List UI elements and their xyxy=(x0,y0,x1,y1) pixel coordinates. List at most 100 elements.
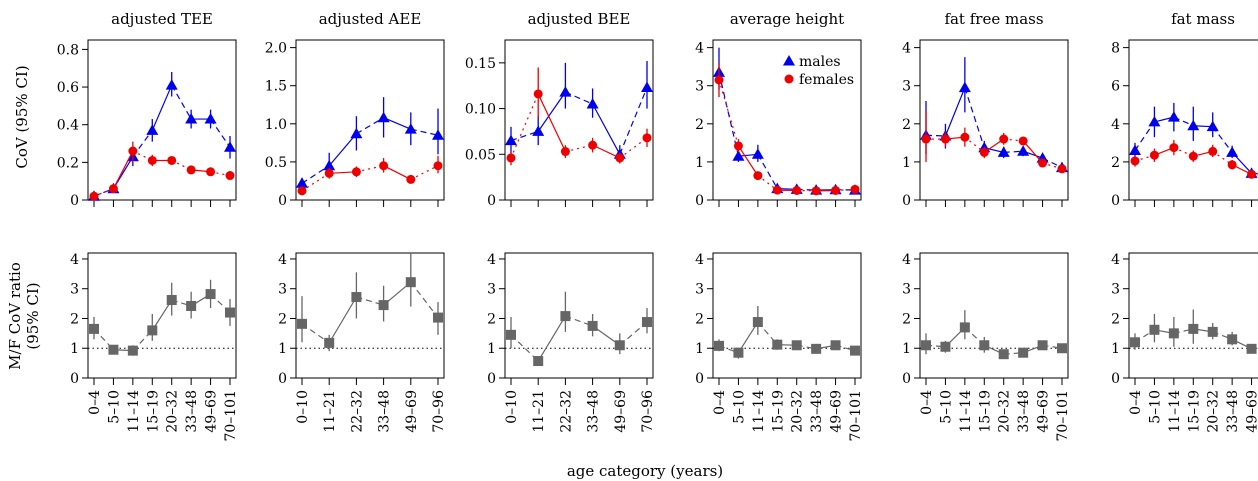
series-segment xyxy=(328,296,357,344)
data-point xyxy=(1169,143,1179,153)
data-point xyxy=(1227,160,1237,170)
series-females xyxy=(506,67,652,166)
data-point xyxy=(1188,323,1199,334)
x-tick-label: 11–14 xyxy=(751,390,767,433)
data-point xyxy=(89,323,99,334)
data-point xyxy=(324,168,334,178)
series-males xyxy=(1129,102,1258,178)
data-point xyxy=(979,147,989,157)
x-tick-label: 33–48 xyxy=(1016,390,1032,433)
series-females xyxy=(1130,140,1258,179)
y-tick-label: 0 xyxy=(1111,371,1120,387)
y-tick-label: 2 xyxy=(1111,155,1120,171)
data-point xyxy=(560,147,570,157)
series-segment xyxy=(328,133,357,167)
panel-frame xyxy=(295,39,445,201)
x-tick-label: 0–4 xyxy=(87,390,103,415)
data-point xyxy=(378,300,389,311)
x-tick-label: 15–19 xyxy=(977,390,993,433)
series-m-f-cov-ratio xyxy=(89,279,235,356)
y-tick-label: 0 xyxy=(695,193,704,209)
series-m-f-cov-ratio xyxy=(921,310,1067,360)
x-tick-label: 49–69 xyxy=(829,390,845,433)
data-point xyxy=(1247,169,1257,179)
y-tick-label: 4 xyxy=(1111,252,1120,268)
data-point xyxy=(433,312,443,323)
x-tick-label: 5–10 xyxy=(731,390,747,424)
data-point xyxy=(1149,150,1159,160)
data-point xyxy=(147,155,157,165)
y-tick-label: 4 xyxy=(1111,117,1120,133)
data-point xyxy=(921,340,931,351)
panel-bottom-5: 012340–45–1011–1415–1920–3233–4849–6970–… xyxy=(1111,252,1258,433)
x-tick-label: 33–48 xyxy=(1225,390,1241,433)
panel-top-0: 0 0.2 0.4 0.6 0.8 adjusted TEE xyxy=(57,10,237,209)
y-tick-label: 1 xyxy=(695,341,704,357)
series-females xyxy=(714,62,860,196)
data-point xyxy=(791,340,802,351)
x-tick-label: 20–32 xyxy=(997,390,1013,433)
y-tick-label: 0 xyxy=(1111,193,1120,209)
y-tick-label: 1 xyxy=(487,341,496,357)
series-segment xyxy=(1022,140,1044,164)
data-point xyxy=(1130,156,1140,166)
series-segment xyxy=(356,117,384,135)
legend: males females xyxy=(783,54,854,88)
data-point xyxy=(940,341,951,352)
data-point xyxy=(533,356,544,367)
y-tick-label: 3 xyxy=(902,282,911,298)
panels: 0 0.2 0.4 0.6 0.8 adjusted TEE 0 0.5 1.0 1.5 2.0 ad… xyxy=(57,10,1258,442)
panel-frame xyxy=(87,39,237,201)
data-point xyxy=(186,165,196,175)
panel-top-3: 0 1 2 3 4 average height males females xyxy=(695,10,862,209)
data-point xyxy=(406,174,416,184)
x-tick-label: 33–48 xyxy=(377,390,393,433)
y-tick-label: 1 xyxy=(695,155,704,171)
legend-marker-females xyxy=(784,74,794,84)
series-segment xyxy=(565,144,593,153)
panel-frame xyxy=(919,252,1069,379)
data-point xyxy=(324,337,335,348)
data-point xyxy=(732,150,745,161)
panel-bottom-2: 0 1 2 3 4 0–10 11–21 22–32 33–48 49–69 70–96 xyxy=(487,252,656,433)
y-tick-label: 0.10 xyxy=(465,102,496,118)
data-point xyxy=(225,307,235,318)
data-point xyxy=(532,125,545,136)
y-tick-label: 0 xyxy=(902,371,911,387)
y-tick-label: 1.0 xyxy=(265,117,287,133)
series-segment xyxy=(592,144,621,159)
data-point xyxy=(979,340,990,351)
series-segment xyxy=(301,172,330,192)
data-point xyxy=(167,155,177,165)
data-point xyxy=(850,184,860,194)
series-segment xyxy=(1134,121,1155,151)
y-tick-label: 8 xyxy=(1111,41,1120,57)
y-tick-label: 2 xyxy=(902,311,911,327)
data-point xyxy=(186,300,197,311)
series-segment xyxy=(619,87,648,155)
data-point xyxy=(165,79,178,90)
data-point xyxy=(772,185,782,195)
y-tick-label: 4 xyxy=(70,252,79,268)
panel-title: adjusted AEE xyxy=(319,10,422,28)
x-tick-label: 20–32 xyxy=(1206,390,1222,433)
data-point xyxy=(1129,144,1141,155)
x-tick-label: 49–69 xyxy=(613,390,629,433)
x-tick-label: 49–69 xyxy=(1036,390,1052,433)
series-segment xyxy=(151,299,173,331)
panel-frame xyxy=(919,39,1069,201)
series-segment xyxy=(112,150,134,189)
x-tick-label: 15–19 xyxy=(145,390,161,433)
data-point xyxy=(940,134,950,144)
y-tick-label: 4 xyxy=(695,252,704,268)
data-point xyxy=(1017,145,1030,156)
x-tick-label: 20–32 xyxy=(165,390,181,433)
x-tick-label: 5–10 xyxy=(106,390,122,424)
x-tick-label: 70–96 xyxy=(640,390,656,433)
y-tick-label: 0 xyxy=(487,371,496,387)
y-tick-label: 3 xyxy=(902,79,911,95)
x-tick-label: 33–48 xyxy=(184,390,200,433)
series-females xyxy=(89,141,235,201)
x-tick-label: 70–101 xyxy=(848,390,864,442)
